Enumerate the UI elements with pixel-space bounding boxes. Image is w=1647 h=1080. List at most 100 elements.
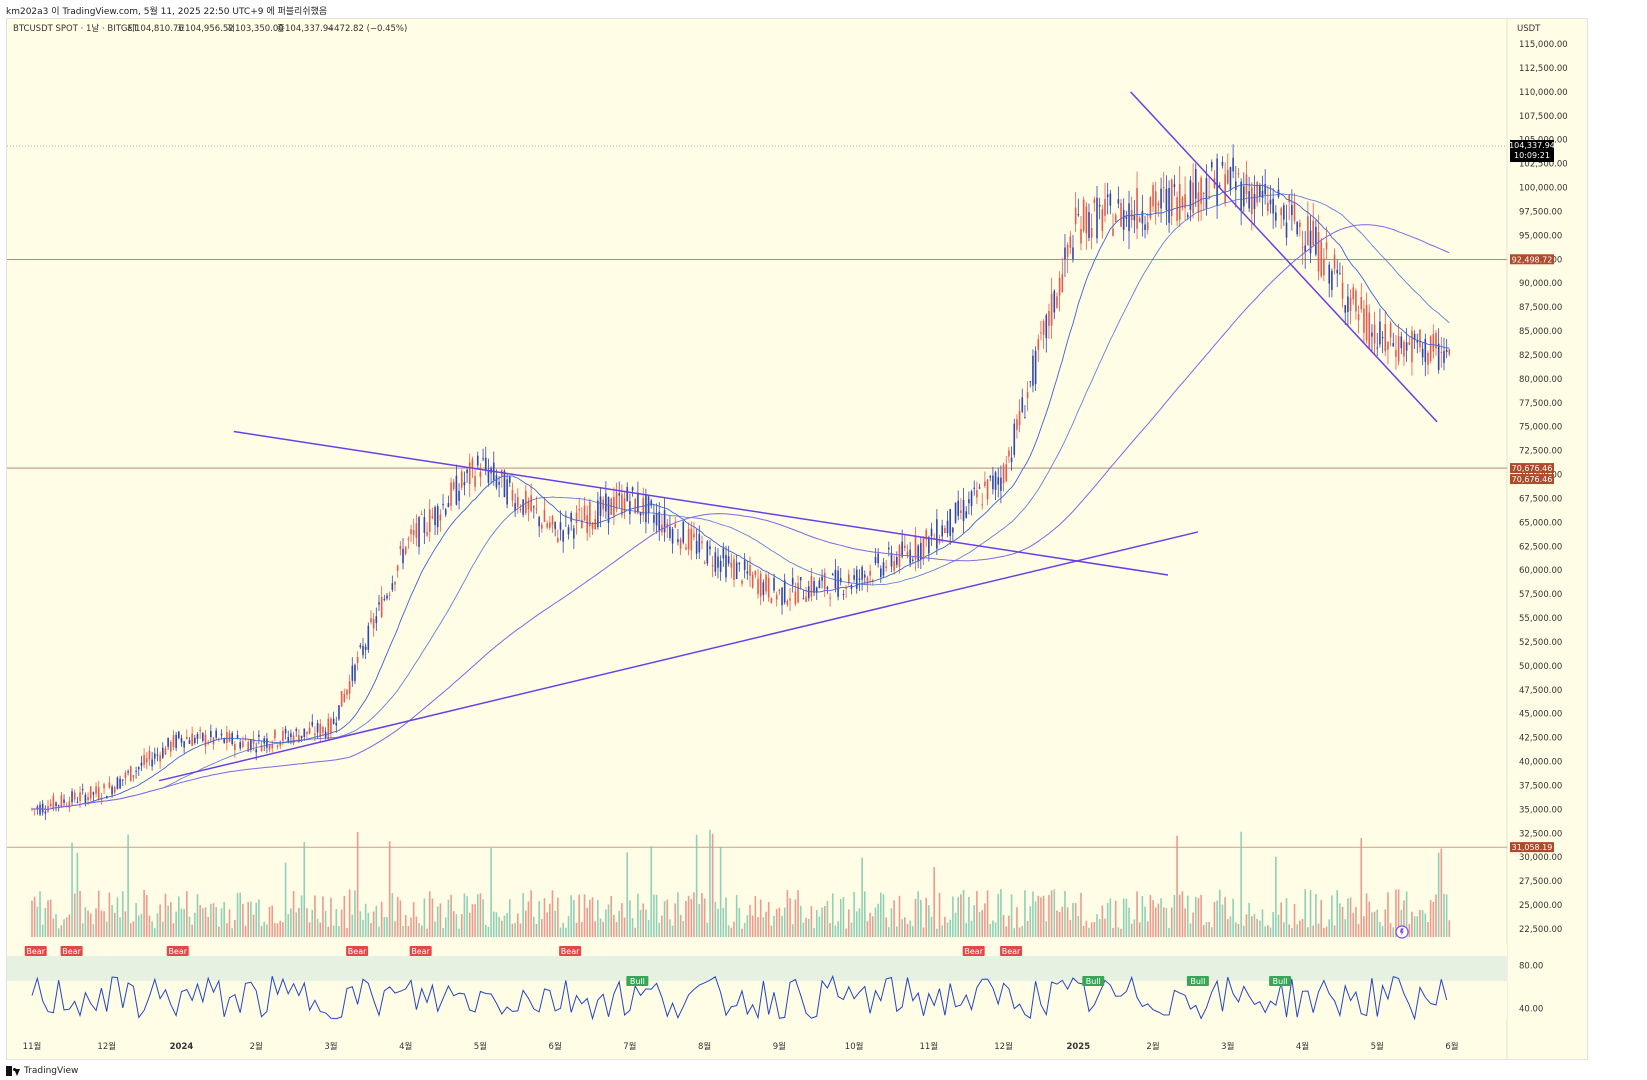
volume-bar bbox=[823, 905, 826, 937]
candle-body bbox=[1381, 337, 1384, 339]
volume-bar bbox=[234, 919, 236, 937]
candle-body bbox=[194, 737, 196, 743]
volume-bar bbox=[412, 902, 415, 937]
candle-body bbox=[698, 533, 701, 553]
volume-bar bbox=[941, 925, 943, 937]
volume-bar bbox=[140, 913, 143, 937]
candle-body bbox=[581, 519, 583, 529]
volume-bar bbox=[135, 903, 137, 937]
candle-body bbox=[1042, 320, 1045, 335]
volume-bar bbox=[1130, 923, 1133, 937]
candle-body bbox=[1317, 231, 1320, 272]
candle-body bbox=[260, 745, 263, 752]
candle-body bbox=[36, 806, 39, 810]
candle-body bbox=[1093, 199, 1096, 204]
candle-body bbox=[175, 734, 177, 748]
candle-body bbox=[823, 572, 826, 590]
low-value: 103,350.00 bbox=[235, 24, 284, 34]
volume-bar bbox=[1307, 927, 1309, 937]
candle-body bbox=[41, 803, 44, 813]
volume-bar bbox=[1248, 902, 1250, 937]
volume-bar bbox=[1056, 910, 1058, 937]
candle-body bbox=[1232, 157, 1234, 172]
volume-bar bbox=[1149, 895, 1152, 937]
symbol-label: BTCUSDT SPOT · 1날 · BITGET bbox=[13, 23, 139, 34]
volume-bar bbox=[861, 857, 863, 937]
volume-bar bbox=[968, 896, 970, 937]
volume-bar bbox=[565, 927, 567, 937]
volume-bar bbox=[821, 907, 823, 937]
candle-body bbox=[834, 569, 837, 589]
candle-body bbox=[533, 506, 535, 508]
price-tick-label: 45,000.00 bbox=[1519, 710, 1562, 720]
candle-body bbox=[1181, 197, 1184, 208]
volume-bar bbox=[1360, 838, 1363, 937]
candle-body bbox=[1018, 410, 1021, 426]
volume-bar bbox=[375, 905, 378, 937]
candle-body bbox=[1437, 343, 1440, 370]
volume-bar bbox=[468, 912, 471, 937]
candle-body bbox=[436, 506, 439, 528]
candle-body bbox=[335, 722, 338, 726]
volume-bar bbox=[143, 889, 145, 937]
volume-bar bbox=[866, 921, 869, 937]
candle-body bbox=[426, 531, 428, 536]
candle-body bbox=[268, 745, 271, 750]
volume-bar bbox=[76, 852, 79, 937]
candle-body bbox=[615, 492, 618, 510]
volume-bar bbox=[920, 899, 922, 937]
candle-body bbox=[71, 791, 73, 803]
rsi-panel: 80.00 40.00 bbox=[7, 944, 1543, 1021]
volume-bar bbox=[1253, 913, 1256, 937]
candle-body bbox=[917, 545, 919, 562]
moving-averages bbox=[31, 183, 1450, 810]
volume-bar bbox=[161, 921, 164, 937]
volume-bar bbox=[1373, 911, 1376, 937]
candle-body bbox=[319, 724, 322, 737]
price-chart[interactable]: BTCUSDT SPOT · 1날 · BITGET 시 104,810.76 … bbox=[7, 19, 1587, 1059]
volume-bar bbox=[805, 917, 807, 937]
volume-bar bbox=[797, 890, 799, 937]
candle-body bbox=[388, 594, 391, 596]
candle-body bbox=[701, 541, 703, 544]
volume-bar bbox=[1229, 916, 1232, 937]
candle-body bbox=[583, 505, 586, 521]
candle-body bbox=[717, 556, 719, 568]
volume-bar bbox=[607, 904, 610, 937]
candle-body bbox=[1280, 208, 1282, 216]
volume-bar bbox=[242, 903, 244, 937]
candle-body bbox=[95, 786, 97, 794]
volume-bar bbox=[103, 911, 105, 937]
candle-body bbox=[653, 514, 655, 523]
volume-bar bbox=[1194, 896, 1197, 937]
candle-body bbox=[781, 587, 783, 606]
candle-body bbox=[186, 736, 188, 739]
volume-bar bbox=[1421, 910, 1424, 937]
candle-body bbox=[1080, 229, 1082, 244]
candle-body bbox=[1109, 193, 1112, 206]
candle-body bbox=[690, 528, 693, 551]
time-tick-label: 2월 bbox=[1146, 1041, 1159, 1052]
bull-badge bbox=[1269, 976, 1292, 986]
candle-body bbox=[1267, 202, 1269, 212]
bull-badge bbox=[626, 976, 649, 986]
candle-body bbox=[1016, 419, 1018, 431]
candle-body bbox=[1165, 188, 1168, 210]
candle-body bbox=[84, 794, 87, 805]
candle-body bbox=[791, 578, 794, 585]
candle-body bbox=[912, 559, 914, 561]
chart-panel[interactable]: BTCUSDT SPOT · 1날 · BITGET 시 104,810.76 … bbox=[6, 18, 1588, 1060]
volume-bar bbox=[436, 906, 439, 937]
candle-body bbox=[631, 487, 634, 491]
candle-body bbox=[52, 795, 55, 810]
candle-body bbox=[1208, 196, 1210, 198]
volume-bar bbox=[952, 896, 954, 937]
volume-bar bbox=[495, 912, 498, 937]
candle-body bbox=[719, 560, 722, 572]
change-value: −472.82 (−0.45%) bbox=[327, 24, 407, 34]
lightning-icon[interactable] bbox=[1395, 925, 1409, 939]
candle-body bbox=[1234, 181, 1237, 190]
volume-bar bbox=[933, 867, 935, 937]
volume-bar bbox=[781, 915, 783, 937]
volume-bar bbox=[904, 917, 906, 937]
